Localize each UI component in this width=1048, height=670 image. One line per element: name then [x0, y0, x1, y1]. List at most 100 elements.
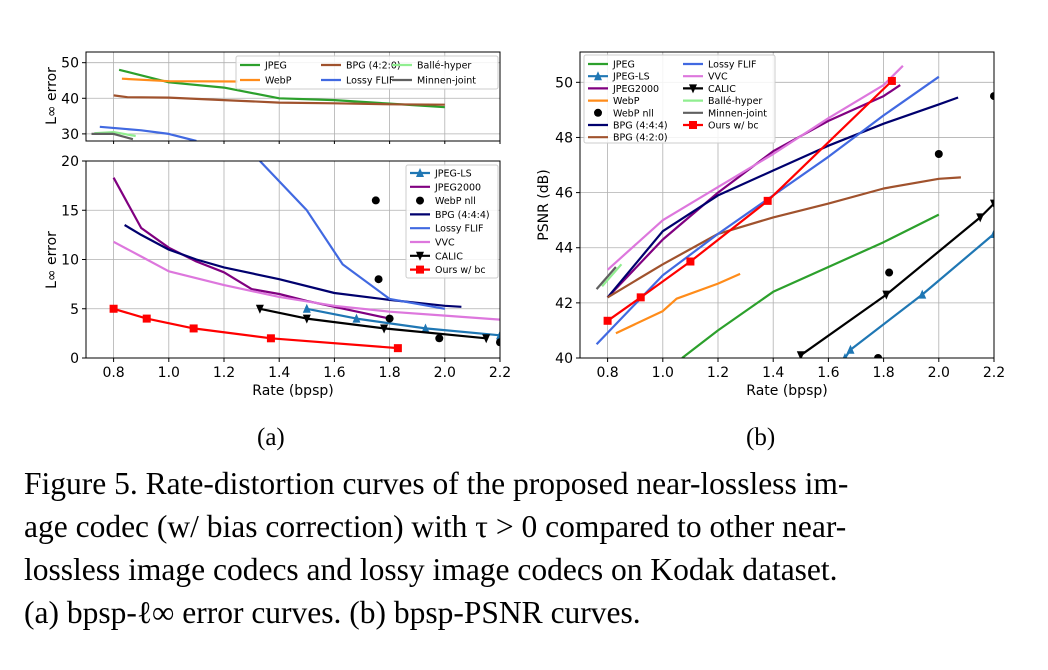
legend-label-webp: WebP: [613, 96, 640, 107]
series-line-bpg-4-2-0: [113, 94, 445, 106]
subfigure-label-a: (a): [257, 424, 285, 451]
x-axis-label: Rate (bpsp): [252, 383, 333, 399]
data-point-calic: [882, 290, 891, 300]
legend-label-webp-nll: WebP nll: [435, 196, 476, 207]
x-tick-label: 1.8: [872, 365, 894, 381]
data-point-webp-nll: [385, 314, 394, 323]
legend-marker-calic: [689, 84, 697, 94]
data-point-webp-nll: [990, 92, 994, 101]
data-point-jpeg-ls: [421, 323, 430, 333]
panel-a-top: 30 40 50L∞ error JPEG WebP BPG (4:2:0) Lossy F…: [44, 51, 501, 144]
legend: JPEG WebP BPG (4:2:0) Lossy FLIF Ballé-hyper…: [235, 55, 499, 90]
series-line-ball-hyper: [601, 263, 623, 288]
legend-box: [583, 54, 776, 144]
x-tick-label: 1.6: [323, 365, 345, 381]
figure-caption: Figure 5. Rate-distortion curves of the …: [24, 462, 1024, 634]
series-line-jpeg: [681, 213, 940, 358]
series-line-jpeg-ls: [306, 307, 500, 337]
legend-label-vvc: VVC: [435, 238, 455, 249]
series-line-vvc: [606, 65, 904, 271]
y-tick-label: 40: [61, 91, 79, 107]
data-point-calic: [255, 304, 264, 314]
legend-marker-webp-nll: [594, 108, 602, 117]
legend-label-jpeg-ls: JPEG-LS: [434, 169, 472, 180]
data-point-jpeg-ls: [990, 228, 994, 238]
x-tick-label: 2.2: [983, 365, 1005, 381]
legend-label-ours-w-bc: Ours w/ bc: [708, 121, 759, 132]
series-line-minnen-joint: [595, 266, 617, 290]
series-line-bpg-4-2-0: [607, 176, 961, 299]
series-line-jpeg2000: [112, 177, 390, 320]
series-group: [595, 65, 994, 358]
y-tick-label: 0: [70, 351, 79, 367]
caption-line-1: Figure 5. Rate-distortion curves of the …: [24, 466, 849, 501]
caption-line-2: age codec (w/ bias correction) with τ > …: [24, 509, 847, 544]
legend-label-bpg-4-4-4: BPG (4:4:4): [613, 121, 668, 132]
series-line-webp: [615, 272, 741, 335]
data-point-webp-nll: [371, 196, 380, 205]
x-tick-label: 1.0: [158, 365, 180, 381]
data-point-calic: [380, 324, 389, 334]
data-point-ours-w-bc: [887, 76, 896, 85]
legend-marker-calic: [416, 251, 424, 261]
data-point-jpeg-ls: [302, 303, 311, 313]
y-axis-label: L∞ error: [44, 67, 60, 125]
data-point-ours-w-bc: [142, 314, 151, 323]
y-tick-label: 20: [61, 154, 79, 170]
data-point-ours-w-bc: [189, 324, 198, 333]
data-point-ours-w-bc: [763, 196, 772, 205]
data-point-ours-w-bc: [686, 257, 695, 266]
panel-b: 40 42 44 46 48 50 0.8 1.0 1.2 1.4 1.6 1.8 2.0 2.2 PSNR…: [536, 51, 1005, 399]
caption-line-4: (a) bpsp-ℓ∞ error curves. (b) bpsp-PSNR …: [24, 595, 641, 630]
x-tick-label: 0.8: [596, 365, 618, 381]
x-tick-label: 1.4: [268, 365, 290, 381]
y-tick-label: 48: [555, 130, 573, 146]
legend-box: [405, 164, 499, 279]
data-point-jpeg-ls: [496, 330, 500, 340]
x-tick-label: 0.8: [102, 365, 124, 381]
plot-frame: [85, 51, 501, 142]
series-line-jpeg2000: [606, 84, 901, 299]
legend-label-bpg-4-2-0: BPG (4:2:0): [613, 133, 668, 144]
legend-marker-jpeg-ls: [416, 168, 424, 177]
series-line-calic: [800, 202, 994, 357]
data-point-webp-nll: [435, 334, 444, 343]
data-point-webp-nll: [874, 354, 883, 358]
legend-label-jpeg2000: JPEG2000: [612, 84, 659, 95]
data-point-calic: [302, 314, 311, 324]
y-tick-label: 50: [61, 56, 79, 72]
data-point-ours-w-bc: [636, 293, 645, 302]
data-point-webp-nll: [885, 268, 894, 277]
legend-label-ball-hyper: Ballé-hyper: [417, 61, 471, 72]
y-tick-label: 42: [555, 296, 573, 312]
data-point-webp-nll: [934, 150, 943, 158]
legend-label-jpeg-ls: JPEG-LS: [612, 72, 650, 83]
legend-label-jpeg: JPEG: [612, 60, 635, 71]
legend-label-minnen-joint: Minnen-joint: [417, 76, 476, 87]
legend-label-calic: CALIC: [435, 251, 463, 262]
x-tick-label: 1.8: [378, 365, 400, 381]
data-point-webp-nll: [374, 275, 383, 284]
legend-label-lossy-flif: Lossy FLIF: [708, 60, 757, 71]
y-axis-label: PSNR (dB): [536, 169, 552, 240]
legend-marker-ours-w-bc: [416, 265, 424, 274]
series-line-lossy-flif: [259, 161, 445, 310]
legend-label-webp-nll: WebP nll: [613, 108, 654, 119]
data-point-webp-nll: [496, 338, 500, 347]
series-line-ours-w-bc: [113, 307, 398, 350]
series-line-webp: [121, 77, 238, 83]
series-line-minnen-joint: [91, 132, 134, 141]
legend-marker-ours-w-bc: [689, 121, 697, 129]
series-line-jpeg-ls: [844, 233, 994, 358]
data-point-jpeg-ls: [842, 353, 848, 358]
data-point-calic: [482, 334, 491, 344]
x-tick-label: 2.0: [928, 365, 950, 381]
x-tick-label: 1.4: [762, 365, 784, 381]
legend-label-minnen-joint: Minnen-joint: [708, 108, 767, 119]
x-tick-label: 1.2: [707, 365, 729, 381]
series-line-bpg-4-4-4: [606, 96, 959, 299]
y-tick-label: 50: [555, 75, 573, 91]
y-axis-label: L∞ error: [44, 231, 60, 289]
y-tick-label: 5: [70, 302, 79, 318]
legend-label-bpg-4-4-4: BPG (4:4:4): [435, 210, 490, 221]
